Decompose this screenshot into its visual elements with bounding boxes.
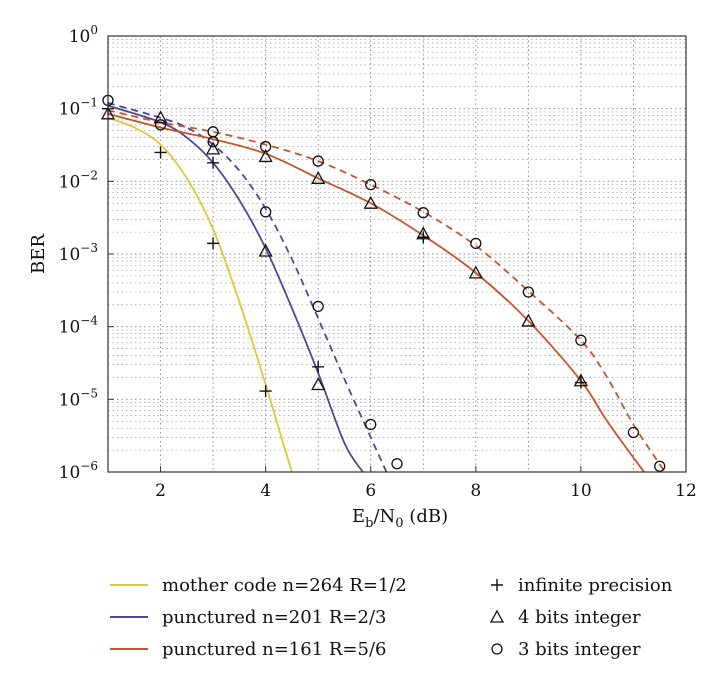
legend-marker-triangle [489, 609, 505, 623]
marker-triangle [311, 170, 326, 184]
markers [100, 94, 666, 472]
x-tick-label: 8 [470, 481, 481, 501]
y-axis-label: BER [28, 234, 49, 274]
y-tick-label: 10−5 [59, 386, 98, 410]
marker-circle [470, 237, 482, 250]
x-tick-label: 10 [570, 481, 592, 501]
marker-circle [207, 126, 219, 138]
legend-marker-circle [491, 643, 503, 655]
marker-plus [312, 360, 325, 373]
marker-plus [207, 237, 220, 250]
legend-marker-label: 3 bits integer [518, 639, 641, 660]
series-line-4 [107, 109, 666, 473]
x-label-e: E [352, 506, 365, 527]
legend-line-label: punctured n=201 R=2/3 [162, 607, 386, 628]
marker-triangle [153, 110, 168, 124]
x-axis-label: Eb/N0 (dB) [352, 506, 448, 531]
y-tick-label: 10−4 [59, 314, 99, 338]
legend-marker-label: infinite precision [518, 575, 673, 596]
x-label-sub-0: 0 [395, 516, 403, 531]
ticks: 2 4 6 8 10 12 100 10−1 10−2 10−3 10−4 10−5 10−6 [59, 23, 697, 501]
y-tick-label: 10−6 [59, 459, 98, 483]
marker-circle [259, 206, 272, 218]
curves [107, 102, 666, 473]
x-tick-label: 4 [260, 481, 271, 501]
marker-circle [391, 458, 403, 470]
marker-circle [627, 426, 640, 439]
legend-line-label: punctured n=161 R=5/6 [162, 639, 386, 660]
y-tick-label: 100 [69, 23, 98, 47]
marker-circle [259, 141, 272, 153]
marker-triangle [573, 373, 589, 387]
x-tick-label: 2 [155, 481, 166, 501]
marker-circle [154, 119, 167, 131]
marker-circle [365, 179, 377, 191]
marker-triangle [416, 226, 431, 240]
marker-triangle [311, 377, 326, 391]
x-tick-label: 6 [365, 481, 376, 501]
marker-circle [365, 418, 377, 431]
marker-triangle [205, 141, 221, 155]
marker-circle [417, 207, 429, 219]
marker-circle [575, 334, 587, 346]
legend: mother code n=264 R=1/2 punctured n=201 R… [110, 575, 673, 660]
legend-marker-plus [491, 579, 503, 591]
marker-circle [312, 155, 324, 167]
marker-triangle [468, 265, 483, 279]
series-line-3 [107, 112, 645, 473]
legend-line-label: mother code n=264 R=1/2 [162, 575, 407, 596]
series-line-0 [107, 116, 293, 473]
y-tick-label: 10−1 [59, 96, 98, 120]
grid [108, 36, 687, 472]
x-label-sub-b: b [365, 516, 373, 531]
marker-circle [654, 460, 666, 472]
x-tick-label: 12 [675, 481, 697, 501]
series-line-2 [107, 102, 388, 473]
marker-plus [207, 156, 220, 169]
y-tick-label: 10−3 [59, 241, 98, 265]
marker-triangle [363, 195, 378, 209]
marker-plus [154, 146, 167, 159]
y-tick-label: 10−2 [59, 168, 98, 192]
marker-circle [522, 286, 535, 298]
marker-circle [312, 300, 324, 313]
x-label-unit: (dB) [404, 506, 449, 527]
marker-triangle [258, 243, 273, 257]
marker-triangle [521, 313, 536, 327]
marker-plus [417, 231, 430, 244]
marker-triangle [258, 149, 273, 163]
x-label-n: /N [373, 506, 395, 527]
marker-plus [259, 385, 272, 398]
legend-marker-label: 4 bits integer [518, 607, 641, 628]
